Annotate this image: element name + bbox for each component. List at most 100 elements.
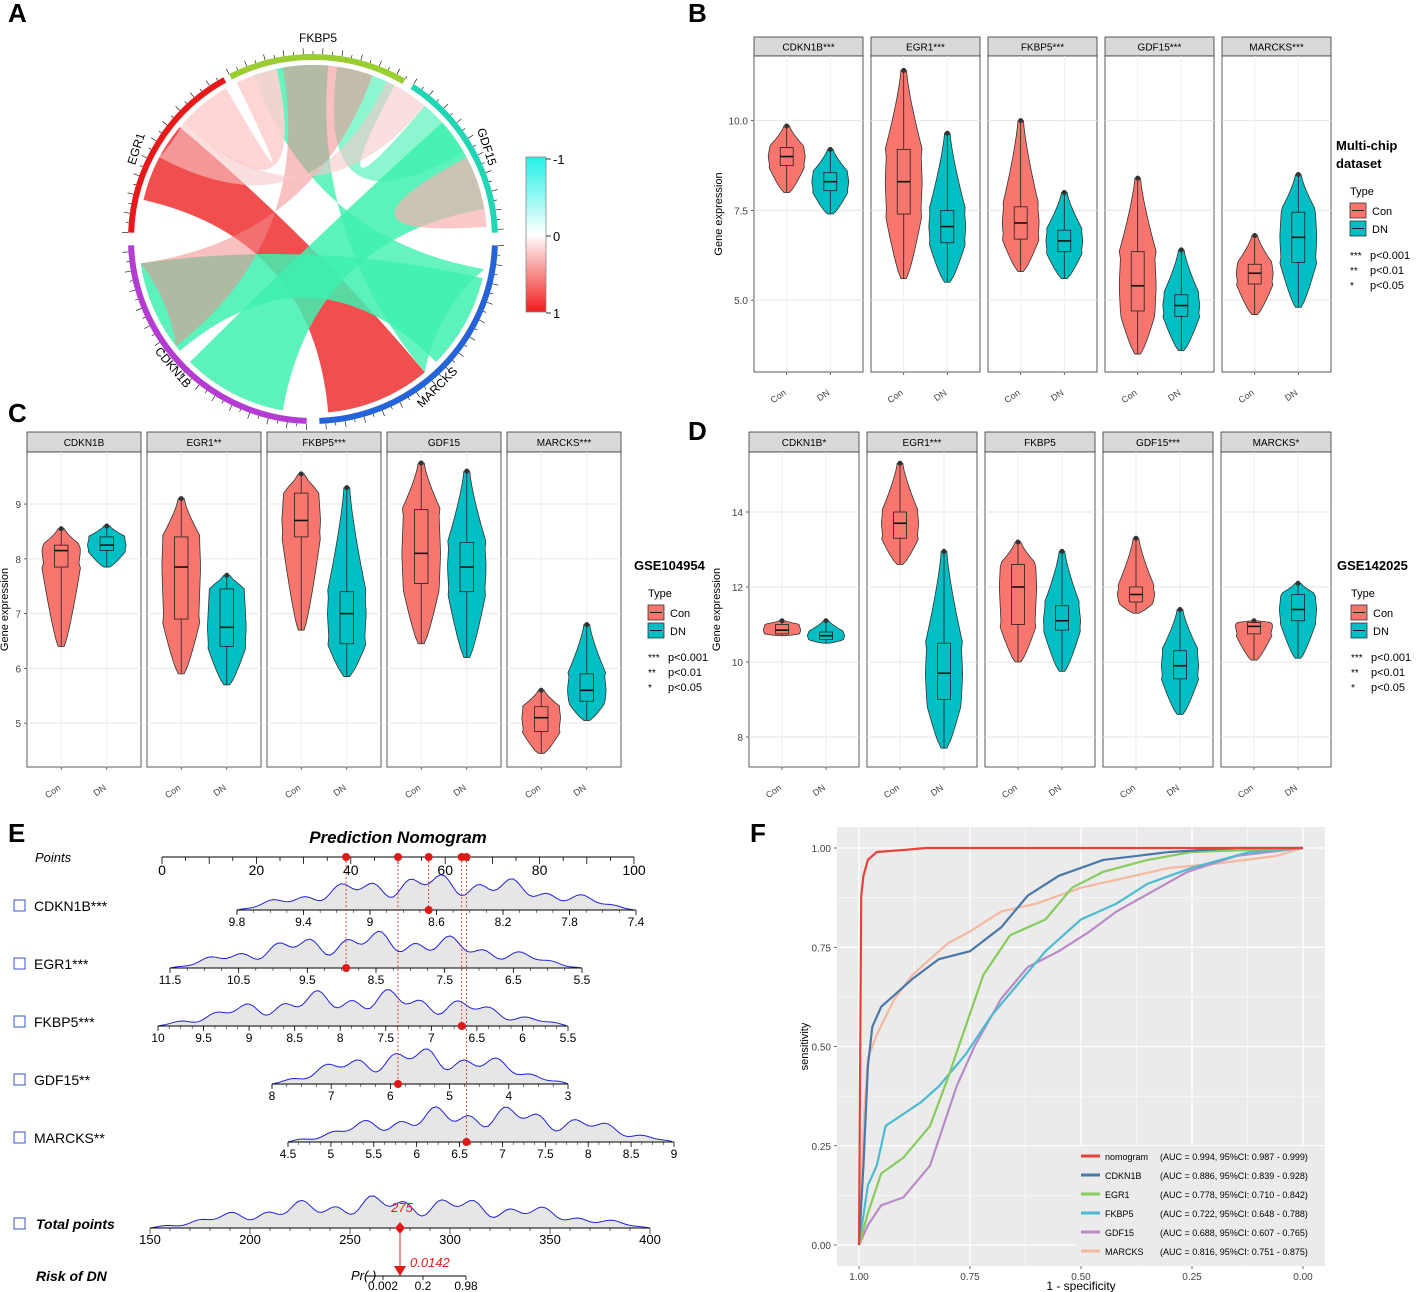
chord-tick <box>452 360 456 363</box>
y-tick-label: 1.00 <box>812 844 832 855</box>
chord-tick <box>344 421 347 428</box>
legend-auc: (AUC = 0.886, 95%CI: 0.839 - 0.928) <box>1160 1171 1308 1181</box>
chord-tick <box>124 270 131 273</box>
chord-tick <box>462 128 466 131</box>
x-tick-label: Con <box>1003 387 1022 405</box>
y-axis-label: Gene expression <box>711 568 723 651</box>
legend-title: Type <box>1350 186 1374 198</box>
chord-tick <box>221 400 224 404</box>
sig-symbol: ** <box>648 668 656 679</box>
sig-symbol: *** <box>648 653 660 664</box>
chord-tick <box>372 413 375 417</box>
chord-tick <box>493 199 497 201</box>
y-tick-label: 0.00 <box>812 1241 832 1252</box>
chord-tick <box>492 283 499 286</box>
points-tick-label: 60 <box>437 862 453 878</box>
facet-title: FKBP5 <box>1024 438 1056 449</box>
density-curve <box>287 1106 673 1143</box>
x-tick-label: 1.00 <box>849 1272 869 1283</box>
facet-title: GDF15*** <box>1138 43 1182 54</box>
ribbon-gdf15-self <box>394 157 487 229</box>
chord-tick <box>483 311 487 313</box>
chord-tick <box>421 86 424 90</box>
x-tick-label: Con <box>523 782 542 800</box>
outlier-point <box>897 460 903 466</box>
x-tick-label: Con <box>882 782 901 800</box>
facet-panel <box>26 451 142 768</box>
chord-tick <box>341 50 344 57</box>
chord-label-fkbp5: FKBP5 <box>299 31 337 45</box>
outlier-point <box>224 572 230 578</box>
chord-tick <box>473 144 476 147</box>
points-label: Points <box>35 850 72 865</box>
density-curve <box>157 989 567 1027</box>
variable-selected-marker <box>462 1138 471 1146</box>
chord-tick <box>129 289 136 292</box>
chord-tick <box>199 88 202 92</box>
points-tick-label: 100 <box>622 862 646 878</box>
y-tick-label: 14 <box>732 508 744 519</box>
chord-tick <box>135 308 142 311</box>
sig-symbol: ** <box>1351 668 1359 679</box>
chord-tick <box>485 170 492 173</box>
variable-selected-marker <box>457 1022 466 1030</box>
chord-tick <box>236 67 239 71</box>
sig-threshold: p<0.01 <box>668 667 702 679</box>
outlier-point <box>1018 118 1024 124</box>
chord-tick <box>244 60 247 67</box>
colorbar-tick-label: -1 <box>553 152 565 167</box>
variable-tick-label: 9 <box>671 1147 678 1161</box>
panel-label-A: A <box>8 0 27 28</box>
dataset-title: dataset <box>1336 156 1382 171</box>
risk-tick-label: 0.98 <box>454 1279 478 1292</box>
chord-tick <box>123 212 130 214</box>
facet-panel <box>748 451 860 768</box>
facet-title: MARCKS*** <box>537 438 592 449</box>
variable-selected-marker <box>394 1080 402 1088</box>
risk-marker <box>394 1266 406 1276</box>
density-fill <box>272 1049 568 1084</box>
x-tick-label: DN <box>1283 782 1299 798</box>
y-tick-label: 8 <box>15 555 21 566</box>
outlier-point <box>298 471 304 477</box>
outlier-point <box>1295 580 1301 586</box>
y-axis-label: Gene expression <box>0 568 11 651</box>
points-marker <box>394 853 402 861</box>
chord-sector-marcks <box>319 245 498 424</box>
outlier-point <box>418 460 424 466</box>
chord-tick <box>158 130 162 134</box>
chord-tick <box>494 274 498 276</box>
variable-tick-label: 9.5 <box>299 973 316 987</box>
variable-tick-label: 6.5 <box>505 973 522 987</box>
box-con <box>174 536 189 620</box>
chord-tick <box>360 54 363 61</box>
sig-threshold: p<0.01 <box>1371 667 1405 679</box>
chord-tick <box>189 378 192 382</box>
x-tick-label: DN <box>1049 387 1065 403</box>
ribbon-fkbp5-gdf15 <box>333 66 464 182</box>
variable-selected-marker <box>424 906 433 914</box>
chord-tick <box>257 415 260 419</box>
legend-auc: (AUC = 0.688, 95%CI: 0.607 - 0.765) <box>1160 1228 1308 1238</box>
chord-tick <box>133 173 140 177</box>
variable-tick-label: 5 <box>446 1089 453 1103</box>
sig-threshold: p<0.01 <box>1370 265 1404 277</box>
chord-tick <box>379 60 382 67</box>
risk-tick-label: 0.002 <box>368 1279 398 1292</box>
ribbon-fkbp5-egr1b <box>159 81 425 186</box>
y-tick-label: 0.75 <box>812 943 832 954</box>
x-tick-label: Con <box>886 387 905 405</box>
variable-tick-label: 4.5 <box>280 1147 297 1161</box>
x-tick-label: 0.00 <box>1293 1272 1313 1283</box>
chord-tick <box>354 419 356 423</box>
variable-tick-label: 9.8 <box>229 915 246 929</box>
chord-tick <box>495 208 502 211</box>
facet-panel <box>753 55 864 373</box>
chord-tick <box>273 55 275 59</box>
chord-tick <box>467 134 474 139</box>
chord-tick <box>205 80 210 86</box>
panel-label-E: E <box>8 818 25 848</box>
y-tick-label: 7 <box>15 610 21 621</box>
x-tick-label: DN <box>1165 782 1181 798</box>
violin-panel-B: Gene expression 5.0 7.5 10.0 CDKN1B*** Con DN E… <box>713 36 1410 405</box>
